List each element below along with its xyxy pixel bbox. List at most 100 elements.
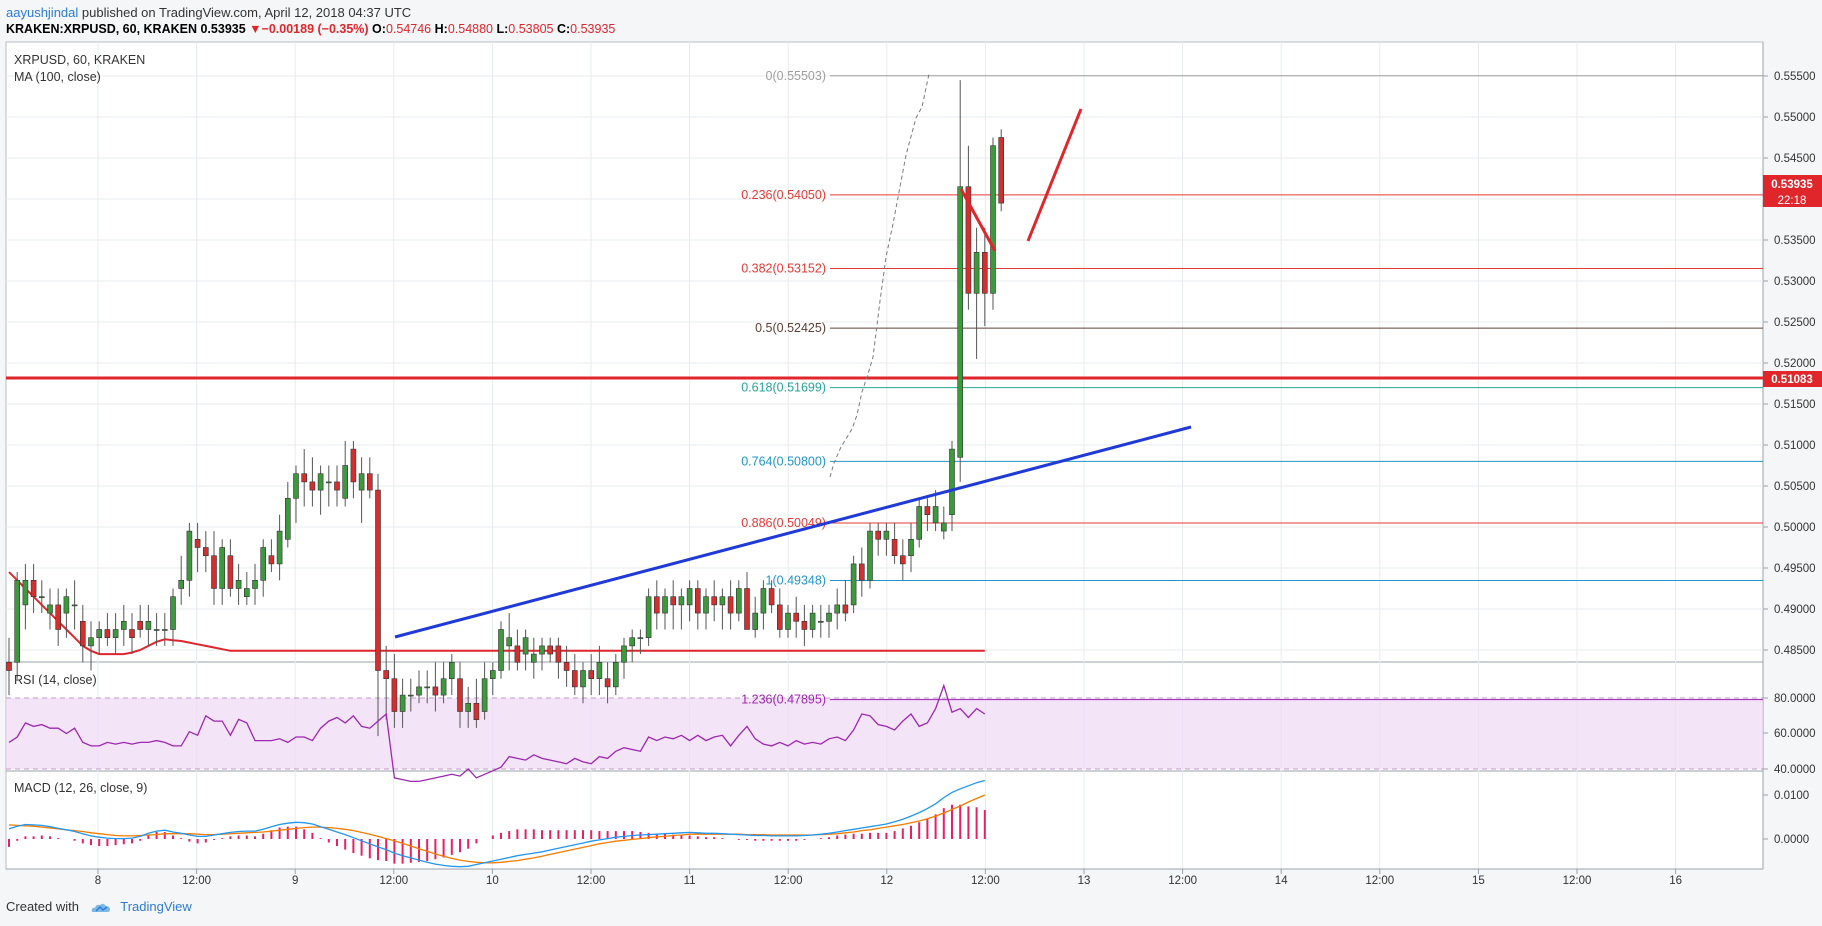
candle-body	[760, 588, 767, 614]
price-tick-label: 0.50000	[1774, 522, 1816, 534]
candle-body	[252, 579, 258, 589]
candle-body	[522, 637, 529, 655]
price-axis[interactable]: 0.555000.550000.545000.540000.535000.530…	[1763, 71, 1816, 657]
candle-body	[719, 596, 726, 606]
fib-level-label: 1.236(0.47895)	[741, 693, 826, 707]
time-tick-label: 15	[1472, 875, 1485, 887]
candle-body	[957, 186, 964, 458]
price-tick-label: 0.53500	[1774, 235, 1816, 247]
candle-body	[342, 465, 349, 499]
candle-body	[768, 588, 775, 606]
created-with-label: Created with	[6, 899, 79, 914]
high-label: H:	[434, 22, 448, 36]
rsi-tick-label: 80.0000	[1774, 693, 1816, 705]
price-tag-last: 0.53935 22:18	[1763, 175, 1822, 207]
candle-body	[30, 579, 37, 597]
candle-body	[990, 145, 996, 294]
candle-body	[129, 629, 135, 638]
legend-ma: MA (100, close)	[14, 70, 101, 84]
down-arrow-icon: ▼	[249, 22, 262, 36]
time-tick-label: 12	[880, 875, 893, 887]
candle-body	[350, 448, 357, 483]
price-tick-label: 0.51000	[1774, 440, 1816, 452]
candle-body	[170, 596, 176, 630]
candle-body	[416, 686, 422, 696]
close-value: 0.53935	[570, 22, 616, 36]
fib-trend-connector	[829, 73, 930, 478]
publish-line: aayushjindal published on TradingView.co…	[6, 5, 411, 20]
time-tick-label: 9	[292, 875, 298, 887]
candle-body	[276, 530, 283, 565]
candles	[6, 80, 1005, 737]
time-tick-label: 10	[486, 875, 499, 887]
candle-body	[506, 637, 513, 647]
legend-symbol: XRPUSD, 60, KRAKEN	[14, 53, 145, 67]
price-tick-label: 0.51500	[1774, 399, 1816, 411]
time-tick-label: 11	[684, 875, 696, 887]
candle-body	[949, 448, 955, 516]
price-tick-label: 0.48500	[1774, 645, 1816, 657]
price-tag-resistance: 0.51083	[1763, 371, 1822, 387]
support-trend-line[interactable]	[394, 425, 1192, 639]
candle-body	[514, 645, 521, 663]
candle-body	[645, 596, 652, 639]
time-tick-label: 12:00	[1563, 875, 1592, 887]
time-tick-label: 12:00	[379, 875, 408, 887]
candle-body	[637, 637, 644, 640]
time-tick-label: 12:00	[971, 875, 1000, 887]
resistance-tag: 0.51083	[1771, 374, 1813, 386]
candle-body	[547, 645, 554, 655]
candle-body	[317, 473, 324, 491]
macd-tick-label: 0.0100	[1774, 790, 1809, 802]
rsi-band	[6, 697, 1763, 770]
candle-body	[744, 588, 750, 630]
candle-body	[924, 506, 931, 515]
candle-body	[539, 645, 545, 655]
high-value: 0.54880	[447, 22, 493, 36]
ma100-polyline	[8, 571, 985, 656]
candle-body	[358, 473, 365, 491]
candle-body	[153, 629, 160, 631]
candle-body	[301, 473, 308, 483]
price-tick-label: 0.49500	[1774, 563, 1816, 575]
projection-down-line[interactable]	[959, 188, 997, 252]
footer: Created with TradingView	[6, 899, 192, 914]
candle-body	[629, 637, 636, 647]
candle-body	[284, 497, 291, 540]
time-tick-label: 12:00	[1365, 875, 1394, 887]
candle-body	[194, 538, 201, 548]
chart-area[interactable]: 0.555000.550000.545000.540000.535000.530…	[0, 40, 1822, 892]
rsi-line: 80.0000 60.0000 40.0000	[8, 683, 1816, 783]
time-axis[interactable]: 8 12:00 9 12:00 10 12:00 11 12:00 12 12:00 13 12:00…	[6, 868, 1763, 887]
countdown-tag: 22:18	[1778, 195, 1807, 207]
fib-level-label: 0.618(0.51699)	[741, 381, 826, 395]
candle-body	[63, 596, 70, 614]
candle-body	[424, 686, 431, 689]
candle-body	[481, 678, 488, 712]
price-tick-label: 0.49000	[1774, 604, 1816, 616]
tradingview-brand[interactable]: TradingView	[120, 899, 192, 914]
candle-body	[457, 678, 463, 712]
chart-header: aayushjindal published on TradingView.co…	[0, 0, 1822, 40]
candle-body	[908, 538, 914, 556]
candle-body	[71, 604, 78, 607]
candle-body	[498, 629, 504, 671]
price-tick-label: 0.52000	[1774, 358, 1816, 370]
fibonacci-retracement[interactable]: 0(0.55503) 0.236(0.54050) 0.382(0.53152) 0.…	[741, 69, 1763, 707]
candle-body	[399, 694, 406, 712]
candle-body	[219, 547, 225, 589]
price-tick-label: 0.53000	[1774, 276, 1816, 288]
candle-body	[875, 530, 882, 540]
author-link[interactable]: aayushjindal	[6, 5, 79, 20]
candle-body	[867, 530, 873, 581]
fib-level-label: 0.886(0.50049)	[741, 516, 826, 530]
candle-body	[309, 481, 316, 491]
candle-body	[178, 579, 184, 589]
candle-body	[653, 596, 660, 614]
fib-level-label: 0.764(0.50800)	[741, 454, 826, 468]
candle-body	[703, 596, 709, 614]
projection-up-line[interactable]	[1026, 108, 1083, 242]
candle-body	[244, 588, 250, 597]
header-price: 0.53935	[200, 22, 246, 36]
price-tick-label: 0.55500	[1774, 71, 1816, 83]
